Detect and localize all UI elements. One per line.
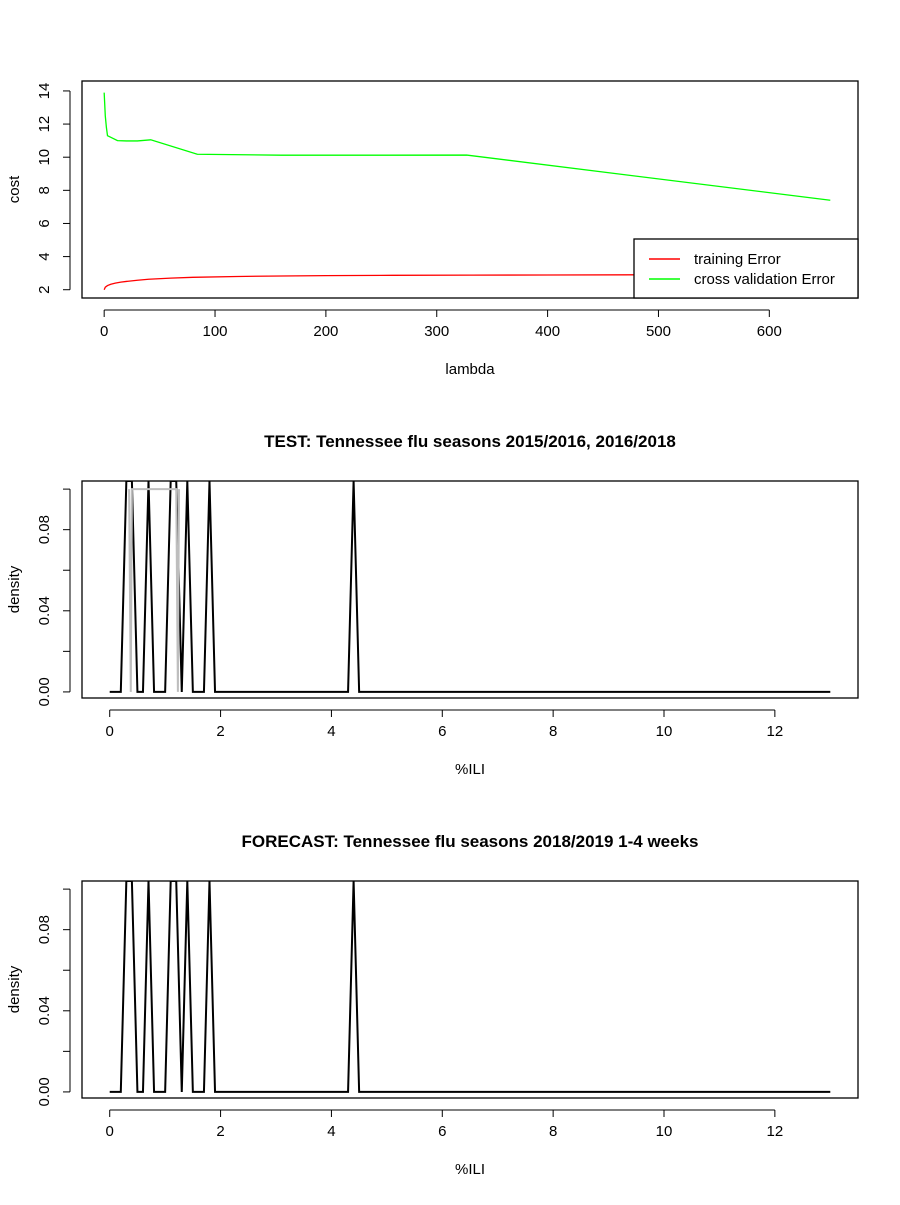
y-tick-label: 0.04 — [36, 596, 53, 625]
x-tick-label: 0 — [106, 723, 114, 740]
y-tick-label: 2 — [36, 286, 53, 294]
x-tick-label: 0 — [100, 323, 108, 340]
y-tick-label: 8 — [36, 186, 53, 194]
x-tick-label: 500 — [646, 323, 671, 340]
x-tick-label: 400 — [535, 323, 560, 340]
x-tick-label: 10 — [656, 723, 673, 740]
y-tick-label: 0.08 — [36, 915, 53, 944]
series-line-1 — [103, 274, 637, 290]
series-line-2 — [128, 488, 180, 692]
y-tick-label: 0.00 — [36, 677, 53, 706]
legend-label: training Error — [694, 251, 781, 268]
x-axis-label: %ILI — [455, 1161, 485, 1178]
y-tick-label: 0.04 — [36, 996, 53, 1025]
x-tick-label: 300 — [424, 323, 449, 340]
series-line-1 — [109, 881, 831, 1093]
x-tick-label: 6 — [438, 723, 446, 740]
legend-box — [633, 238, 859, 299]
chart-panel-3: FORECAST: Tennessee flu seasons 2018/201… — [6, 832, 859, 1178]
y-tick-label: 10 — [36, 149, 53, 166]
x-tick-label: 200 — [313, 323, 338, 340]
chart-title: FORECAST: Tennessee flu seasons 2018/201… — [241, 832, 698, 851]
y-tick-label: 0.08 — [36, 515, 53, 544]
legend: training Error cross validation Error — [633, 238, 859, 299]
series-line-1 — [109, 481, 831, 693]
x-tick-label: 12 — [767, 723, 784, 740]
x-tick-label: 8 — [549, 1123, 557, 1140]
x-axis-label: %ILI — [455, 761, 485, 778]
y-axis-label: density — [6, 965, 23, 1013]
x-axis-label: lambda — [445, 361, 495, 378]
x-tick-label: 12 — [767, 1123, 784, 1140]
y-tick-label: 0.00 — [36, 1077, 53, 1106]
plot-frame — [81, 480, 859, 699]
x-tick-label: 2 — [216, 723, 224, 740]
plot-frame — [81, 80, 859, 299]
x-tick-label: 600 — [757, 323, 782, 340]
x-tick-label: 2 — [216, 1123, 224, 1140]
x-tick-label: 4 — [327, 1123, 335, 1140]
chart-title: TEST: Tennessee flu seasons 2015/2016, 2… — [264, 432, 676, 451]
x-tick-label: 100 — [203, 323, 228, 340]
x-tick-label: 4 — [327, 723, 335, 740]
legend-label: cross validation Error — [694, 271, 835, 288]
x-tick-label: 10 — [656, 1123, 673, 1140]
plot-frame — [81, 880, 859, 1099]
y-tick-label: 12 — [36, 116, 53, 133]
y-axis-label: cost — [6, 175, 23, 203]
y-axis-label: density — [6, 565, 23, 613]
y-tick-label: 6 — [36, 219, 53, 227]
x-tick-label: 6 — [438, 1123, 446, 1140]
chart-panel-2: TEST: Tennessee flu seasons 2015/2016, 2… — [6, 432, 859, 778]
chart-panel-1: 0 100 200 300 400 500 600 lambda 2 4 6 8 10 12 14 cost t… — [6, 80, 859, 378]
y-tick-label: 14 — [36, 83, 53, 100]
series-line-2 — [103, 92, 831, 201]
y-tick-label: 4 — [36, 252, 53, 260]
x-tick-label: 8 — [549, 723, 557, 740]
x-tick-label: 0 — [106, 1123, 114, 1140]
